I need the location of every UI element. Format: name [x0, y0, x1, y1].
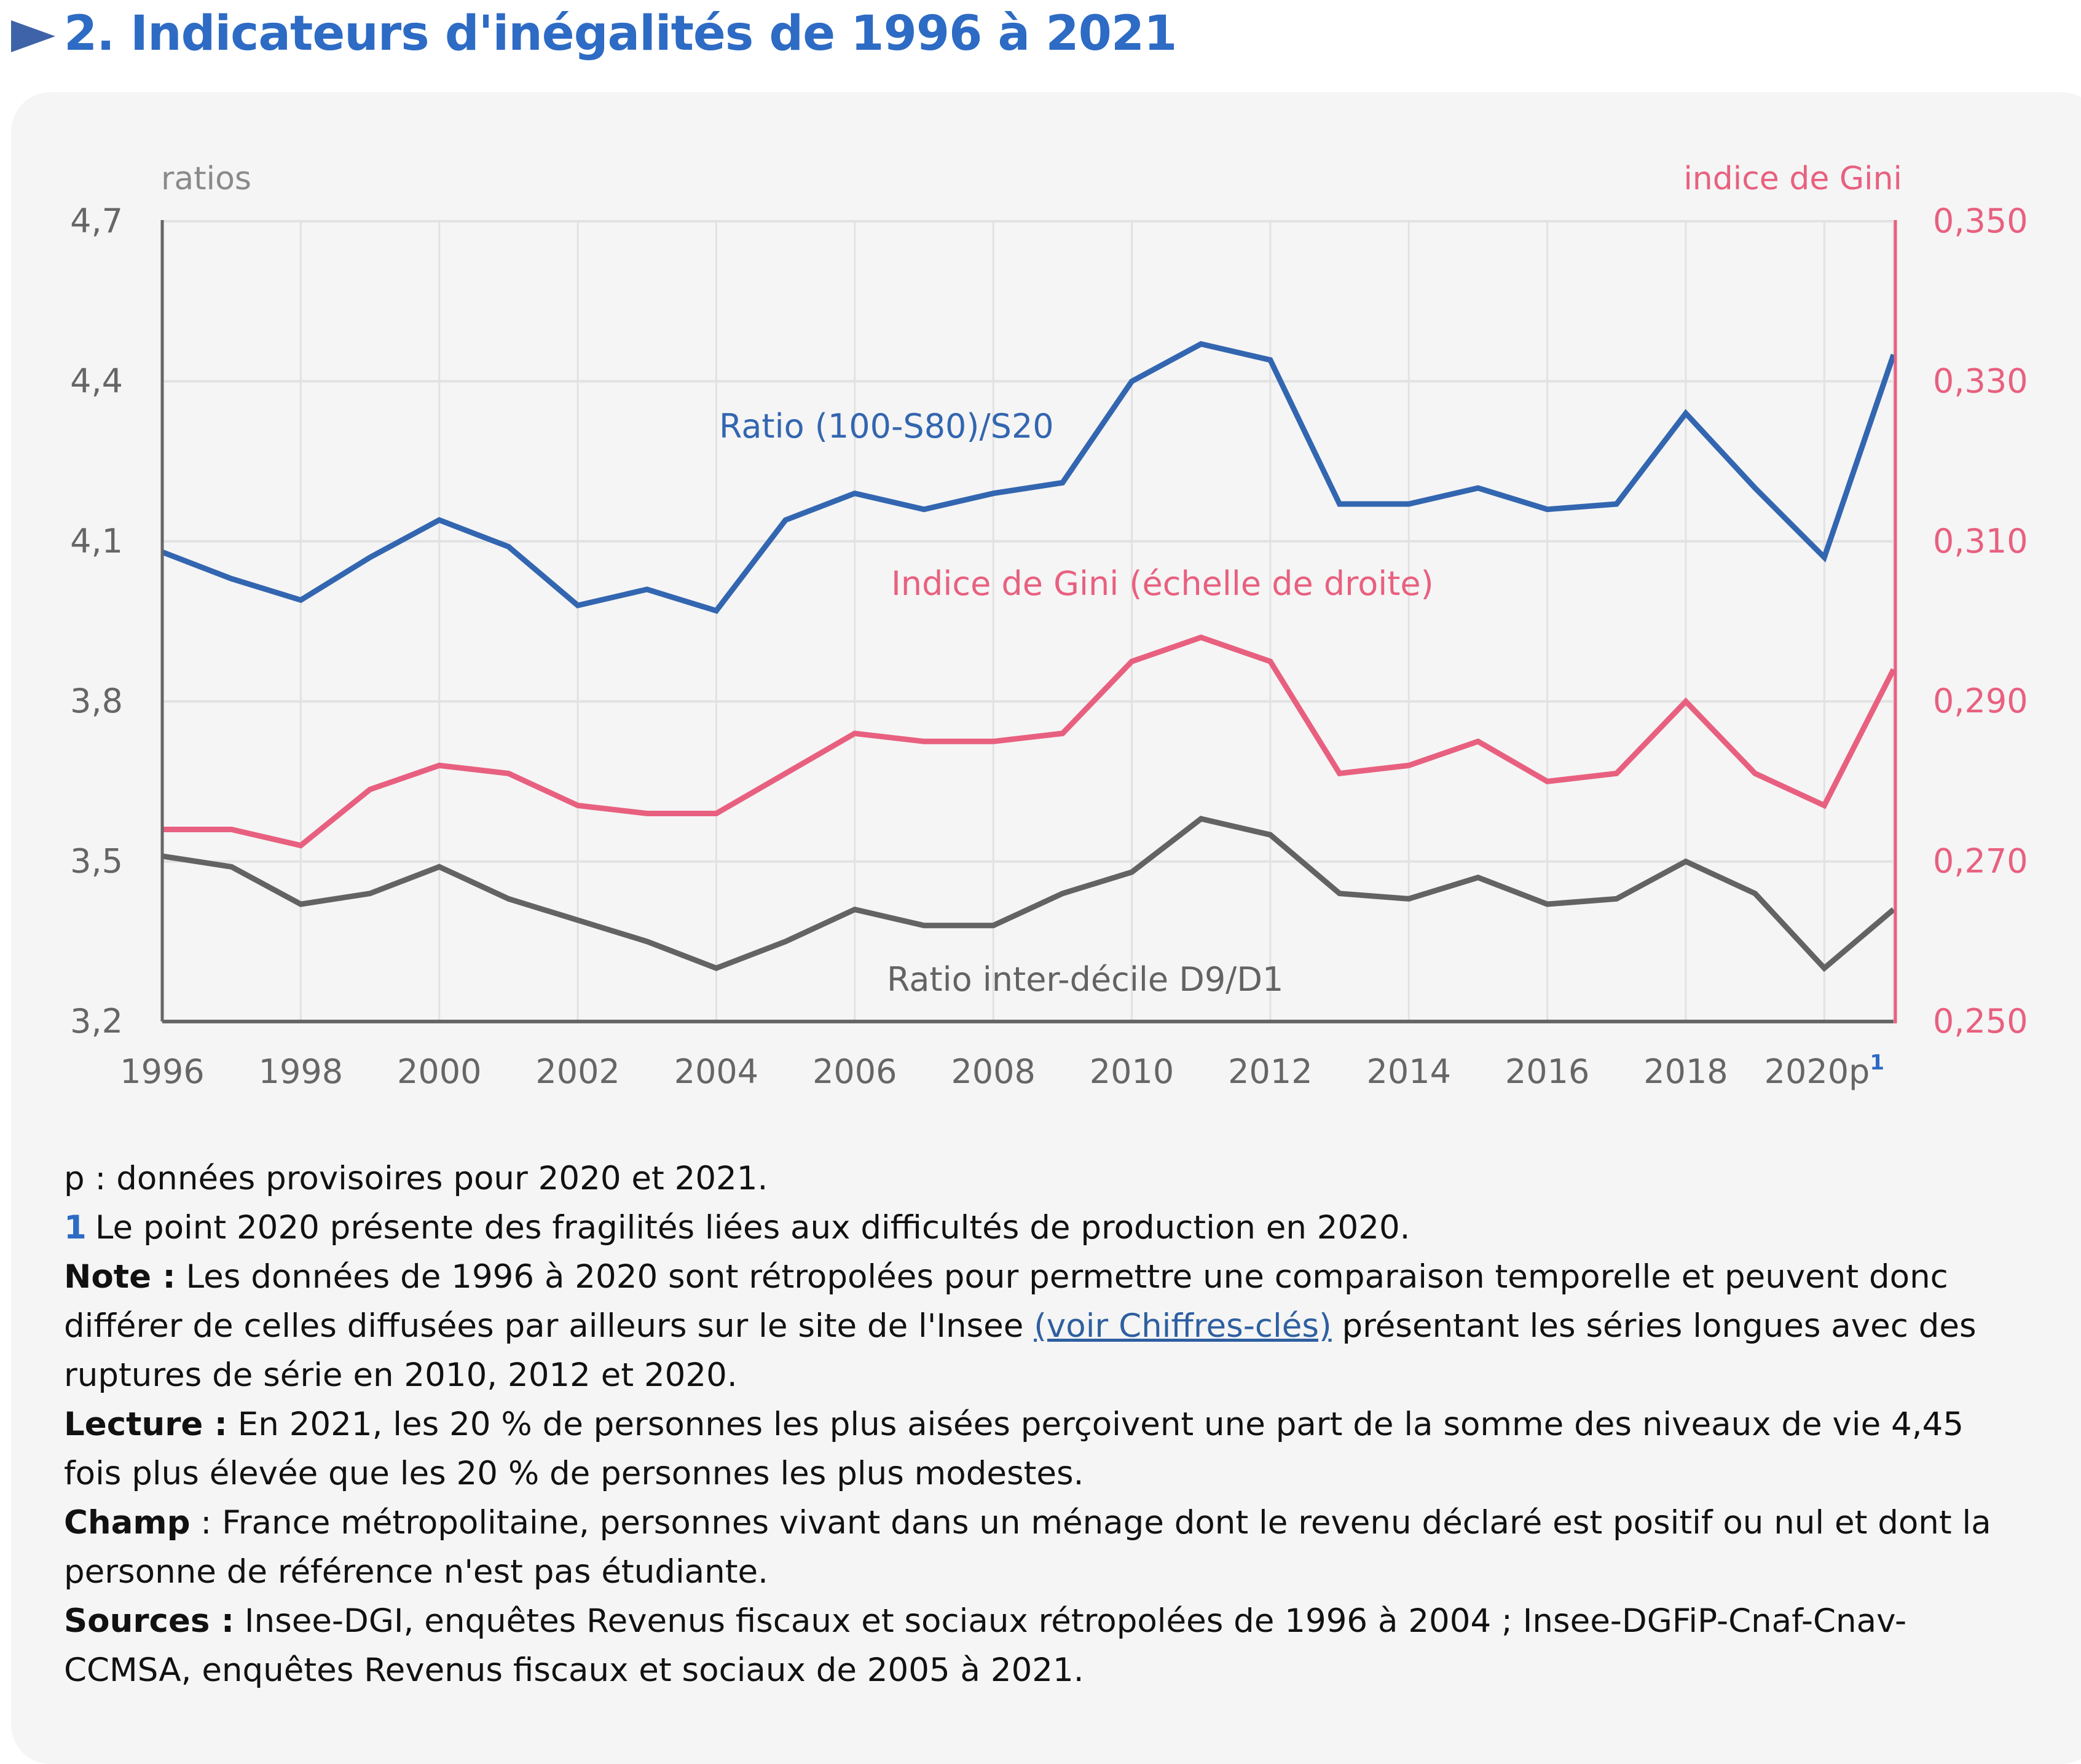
x-tick-label: 1996	[120, 1052, 204, 1091]
note-champ: Champ : France métropolitaine, personnes…	[64, 1498, 2031, 1597]
x-tick-label: 2018	[1643, 1052, 1728, 1091]
note-provisional: p : données provisoires pour 2020 et 202…	[64, 1160, 768, 1197]
right-tick-label: 0,250	[1933, 1002, 2028, 1041]
chart-title: 2. Indicateurs d'inégalités de 1996 à 20…	[11, 0, 1177, 68]
chart-title-text: 2. Indicateurs d'inégalités de 1996 à 20…	[64, 6, 1177, 61]
x-tick-label: 2006	[812, 1052, 897, 1091]
champ-text: : France métropolitaine, personnes vivan…	[64, 1504, 1991, 1591]
right-tick-label: 0,330	[1933, 361, 2028, 400]
note-lecture: Lecture : En 2021, les 20 % de personnes…	[64, 1400, 2031, 1498]
x-tick-label: 1998	[259, 1052, 343, 1091]
grid	[161, 220, 1895, 1023]
x-tick-label: 2010	[1090, 1052, 1174, 1091]
x-tick-label: 2016	[1505, 1052, 1589, 1091]
left-tick-label: 3,5	[70, 842, 123, 881]
note-text-2: présentant les séries longues avec des r…	[64, 1307, 1977, 1394]
series-line-2	[162, 816, 1895, 972]
left-tick-label: 3,8	[70, 682, 123, 720]
series-label-s80s20: Ratio (100-S80)/S20	[719, 407, 1054, 446]
lecture-text: En 2021, les 20 % de personnes les plus …	[64, 1406, 1964, 1492]
note-text-1: Les données de 1996 à 2020 sont rétropol…	[64, 1258, 1948, 1345]
x-tick-label: 2014	[1367, 1052, 1451, 1091]
right-axis-title: indice de Gini	[1683, 160, 1902, 197]
series-line-1	[162, 634, 1897, 849]
left-tick-label: 3,2	[70, 1002, 123, 1041]
x-tick-label: 2002	[535, 1052, 620, 1091]
note-footnote: 1 Le point 2020 présente des fragilités l…	[64, 1203, 2031, 1253]
left-tick-label: 4,4	[70, 361, 123, 400]
x-tick-label: 2020p1	[1764, 1050, 1884, 1091]
sources-label: Sources :	[64, 1602, 235, 1640]
left-tick-label: 4,7	[70, 202, 123, 240]
note-label: Note :	[64, 1258, 176, 1296]
right-tick-label: 0,310	[1933, 522, 2028, 561]
line-chart: ratios indice de Gini 4,7 4,4 4,1 3,8 3,5 3,2…	[70, 160, 2028, 1091]
champ-label: Champ	[64, 1504, 191, 1542]
right-tick-label: 0,350	[1933, 202, 2028, 240]
axes	[160, 220, 1897, 1023]
series-line-0	[161, 341, 1897, 614]
x-tick-label: 2004	[674, 1052, 758, 1091]
left-axis-title: ratios	[161, 160, 251, 197]
note-note: Note : Les données de 1996 à 2020 sont r…	[64, 1253, 2031, 1400]
x-tick-label: 2008	[951, 1052, 1035, 1091]
series-label-d9d1: Ratio inter-décile D9/D1	[887, 960, 1283, 999]
x-axis-ticks: 1996 1998 2000 2002 2004 2006 2008 2010 2012 2014…	[120, 1050, 1884, 1091]
chart-card	[11, 92, 2081, 1764]
series-group	[161, 341, 1897, 972]
footnote-marker: 1	[64, 1209, 87, 1246]
lecture-label: Lecture :	[64, 1406, 227, 1443]
right-axis-ticks: 0,350 0,330 0,310 0,290 0,270 0,250	[1933, 202, 2028, 1041]
triangle-arrow-icon	[11, 20, 55, 52]
series-label-gini: Indice de Gini (échelle de droite)	[891, 564, 1434, 603]
left-axis-ticks: 4,7 4,4 4,1 3,8 3,5 3,2	[70, 202, 123, 1041]
footnote-text: Le point 2020 présente des fragilités li…	[95, 1209, 1410, 1246]
left-tick-label: 4,1	[70, 522, 123, 561]
x-tick-label: 2000	[397, 1052, 481, 1091]
chart-notes: p : données provisoires pour 2020 et 202…	[64, 1154, 2031, 1695]
right-tick-label: 0,270	[1933, 842, 2028, 881]
x-tick-footnote: 1	[1870, 1050, 1884, 1075]
sources-text: Insee-DGI, enquêtes Revenus fiscaux et s…	[64, 1602, 1907, 1689]
x-tick-label: 2012	[1228, 1052, 1312, 1091]
right-tick-label: 0,290	[1933, 682, 2028, 720]
note-sources: Sources : Insee-DGI, enquêtes Revenus fi…	[64, 1597, 2031, 1695]
chiffres-cles-link[interactable]: (voir Chiffres-clés)	[1034, 1307, 1332, 1345]
